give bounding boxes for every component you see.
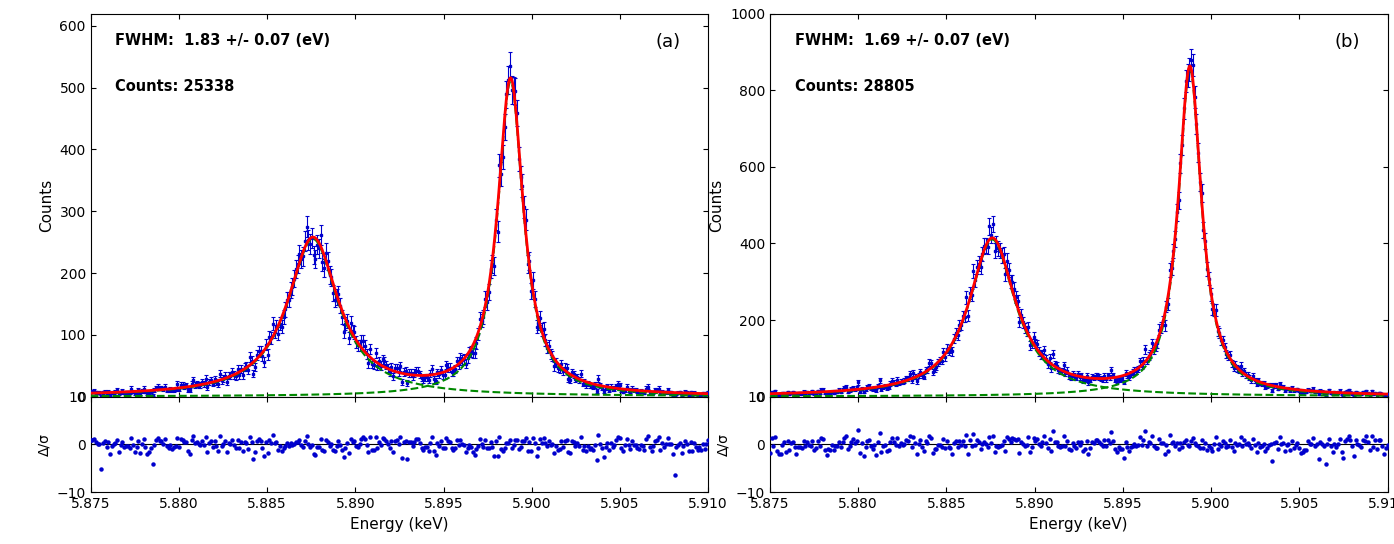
Y-axis label: Δ/σ: Δ/σ — [717, 433, 730, 456]
Y-axis label: Counts: Counts — [710, 178, 723, 232]
Text: Counts: 25338: Counts: 25338 — [116, 79, 234, 94]
X-axis label: Energy (keV): Energy (keV) — [1029, 517, 1128, 531]
Text: FWHM:  1.69 +/- 0.07 (eV): FWHM: 1.69 +/- 0.07 (eV) — [795, 33, 1009, 48]
Text: FWHM:  1.83 +/- 0.07 (eV): FWHM: 1.83 +/- 0.07 (eV) — [116, 33, 330, 48]
Text: (b): (b) — [1334, 33, 1359, 51]
Text: (a): (a) — [655, 33, 680, 51]
X-axis label: Energy (keV): Energy (keV) — [350, 517, 449, 531]
Text: Counts: 28805: Counts: 28805 — [795, 79, 914, 94]
Y-axis label: Δ/σ: Δ/σ — [38, 433, 52, 456]
Y-axis label: Counts: Counts — [39, 178, 54, 232]
